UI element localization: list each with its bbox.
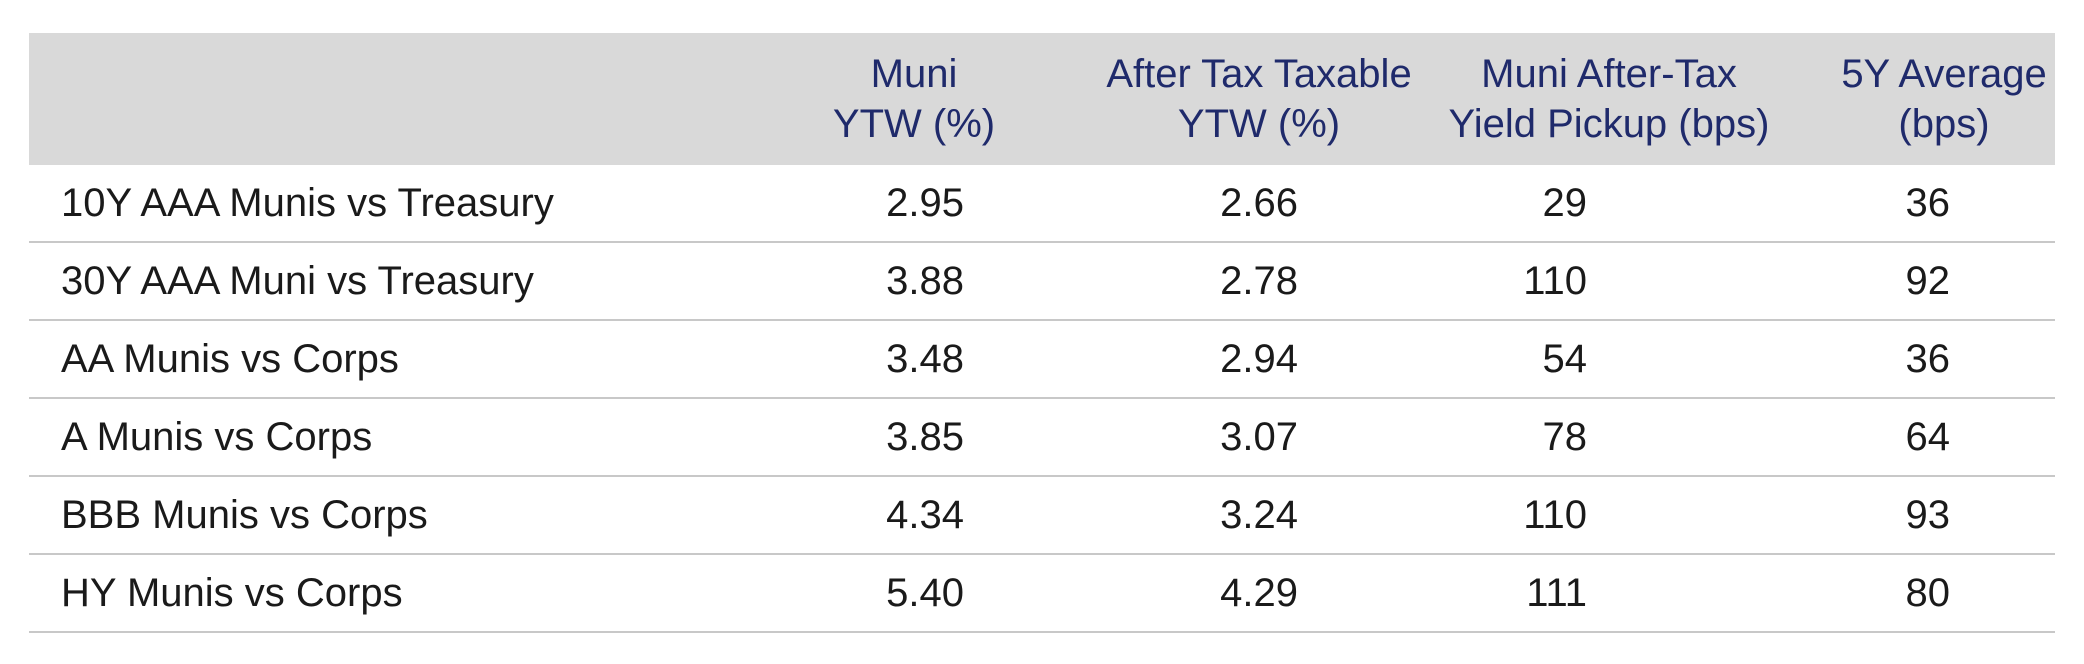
five-year-average-value: 80 bbox=[1905, 571, 1951, 615]
header-yield-pickup: Muni After-Tax Yield Pickup (bps) bbox=[1448, 52, 1770, 146]
muni-ytw-value: 3.85 bbox=[886, 415, 964, 459]
row-label: AA Munis vs Corps bbox=[61, 337, 399, 381]
row-label: BBB Munis vs Corps bbox=[61, 493, 428, 537]
row-label: A Munis vs Corps bbox=[61, 415, 373, 459]
after-tax-ytw-value: 3.24 bbox=[1220, 493, 1298, 537]
five-year-average-value: 36 bbox=[1905, 181, 1951, 225]
five-year-average-value: 36 bbox=[1905, 337, 1951, 381]
muni-ytw-value: 5.40 bbox=[886, 571, 964, 615]
yield-pickup-value: 54 bbox=[1542, 337, 1588, 381]
yield-pickup-value: 29 bbox=[1542, 181, 1588, 225]
row-label: HY Munis vs Corps bbox=[61, 571, 403, 615]
table-row: BBB Munis vs Corps 4.34 3.24 110 93 bbox=[29, 477, 2055, 555]
five-year-average-value: 93 bbox=[1905, 493, 1951, 537]
header-muni-ytw: Muni YTW (%) bbox=[832, 52, 996, 146]
table-row: 10Y AAA Munis vs Treasury 2.95 2.66 29 3… bbox=[29, 165, 2055, 243]
yield-pickup-value: 110 bbox=[1523, 259, 1587, 303]
muni-ytw-value: 3.88 bbox=[886, 259, 964, 303]
table-row: A Munis vs Corps 3.85 3.07 78 64 bbox=[29, 399, 2055, 477]
after-tax-ytw-value: 3.07 bbox=[1220, 415, 1298, 459]
row-label: 30Y AAA Muni vs Treasury bbox=[61, 259, 534, 303]
table-row: 30Y AAA Muni vs Treasury 3.88 2.78 110 9… bbox=[29, 243, 2055, 321]
header-5y-average: 5Y Average (bps) bbox=[1841, 52, 2047, 146]
table-header: Muni YTW (%) After Tax Taxable YTW (%) M… bbox=[29, 33, 2055, 165]
after-tax-ytw-value: 4.29 bbox=[1220, 571, 1298, 615]
yield-pickup-value: 110 bbox=[1523, 493, 1587, 537]
table-row: AA Munis vs Corps 3.48 2.94 54 36 bbox=[29, 321, 2055, 399]
yield-pickup-value: 78 bbox=[1542, 415, 1588, 459]
after-tax-ytw-value: 2.94 bbox=[1220, 337, 1298, 381]
after-tax-ytw-value: 2.66 bbox=[1220, 181, 1298, 225]
yield-pickup-value: 111 bbox=[1526, 571, 1587, 615]
table-row: HY Munis vs Corps 5.40 4.29 111 80 bbox=[29, 555, 2055, 633]
muni-yield-table: Muni YTW (%) After Tax Taxable YTW (%) M… bbox=[29, 33, 2055, 633]
muni-ytw-value: 4.34 bbox=[886, 493, 964, 537]
five-year-average-value: 64 bbox=[1905, 415, 1951, 459]
header-after-tax-taxable-ytw: After Tax Taxable YTW (%) bbox=[1106, 52, 1412, 146]
row-label: 10Y AAA Munis vs Treasury bbox=[61, 181, 554, 225]
five-year-average-value: 92 bbox=[1905, 259, 1951, 303]
muni-ytw-value: 3.48 bbox=[886, 337, 964, 381]
after-tax-ytw-value: 2.78 bbox=[1220, 259, 1298, 303]
muni-ytw-value: 2.95 bbox=[886, 181, 964, 225]
